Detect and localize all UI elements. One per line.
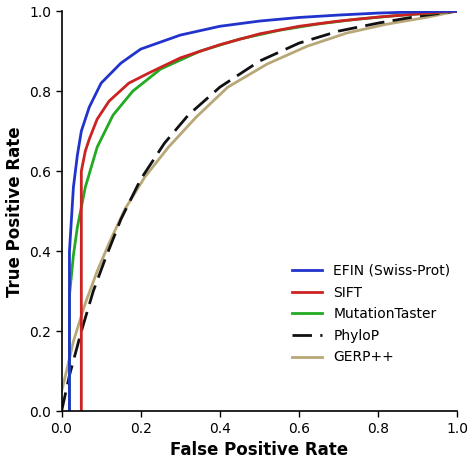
Y-axis label: True Positive Rate: True Positive Rate: [6, 126, 24, 297]
Legend: EFIN (Swiss-Prot), SIFT, MutationTaster, PhyloP, GERP++: EFIN (Swiss-Prot), SIFT, MutationTaster,…: [292, 264, 450, 365]
X-axis label: False Positive Rate: False Positive Rate: [171, 441, 348, 459]
